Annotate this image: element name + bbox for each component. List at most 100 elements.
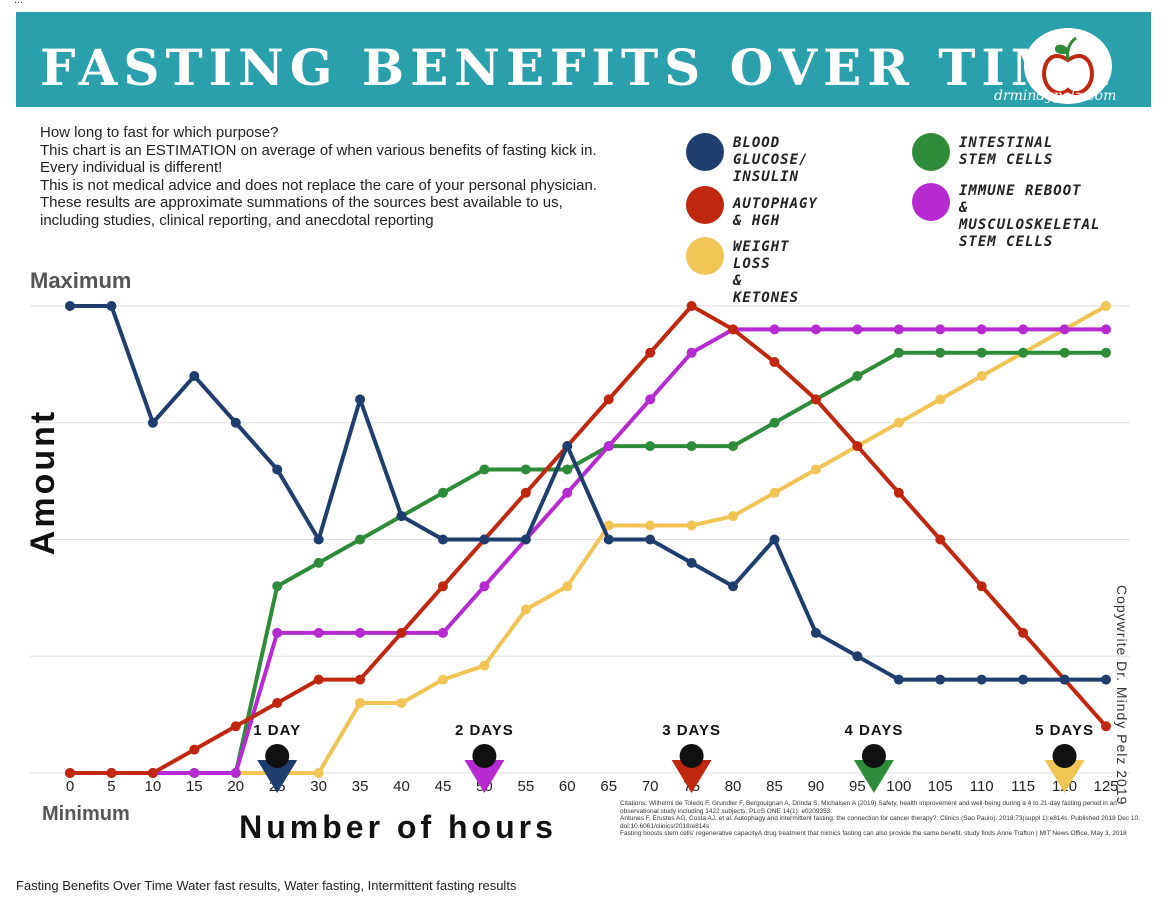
y-axis-bottom-label: Minimum [42,803,130,825]
data-point [769,534,780,545]
y-axis-top-label: Maximum [30,268,131,293]
data-point [769,357,780,368]
x-tick-label: 40 [393,778,410,795]
x-tick-label: 85 [766,778,783,795]
data-point [686,520,697,531]
data-point [686,441,697,452]
header-banner: FASTING BENEFITS OVER TIME drmindypelz.c… [16,12,1151,107]
data-point [562,441,573,452]
x-tick-label: 20 [227,778,244,795]
data-point [810,627,821,638]
legend-label: IMMUNE REBOOT & MUSCULOSKELETAL STEM CEL… [959,183,1101,250]
intro-line: including studies, clinical reporting, a… [40,211,434,229]
data-point [313,627,324,638]
data-point [147,417,158,428]
data-point [645,347,656,358]
series-line [70,304,1107,775]
data-point [562,487,573,498]
data-point [852,371,863,382]
intro-text: How long to fast for which purpose? This… [40,124,680,229]
data-point [1101,674,1111,685]
data-point [728,441,739,452]
data-point [189,744,200,755]
data-point [976,674,987,685]
data-point [893,487,904,498]
data-point [645,441,656,452]
data-point [976,371,987,382]
data-point [479,534,490,545]
data-point [769,324,780,335]
data-point [852,441,863,452]
data-point [603,394,614,405]
day-marker-arrow-icon [257,760,298,793]
data-point [1018,324,1029,335]
data-point [893,347,904,358]
data-point [976,347,987,358]
data-point [935,394,946,405]
data-point [1059,347,1070,358]
data-point [769,487,780,498]
data-point [437,674,448,685]
data-point [893,324,904,335]
x-tick-label: 105 [928,778,953,795]
data-point [520,464,531,475]
brand-url: drmindypelz.com [994,88,1117,104]
data-point [935,347,946,358]
x-tick-label: 30 [310,778,327,795]
data-point [479,581,490,592]
data-point [355,394,366,405]
data-point [479,660,490,671]
citation-line: Fasting boosts stem cells' regenerative … [620,830,1127,837]
data-point [728,581,739,592]
x-tick-label: 70 [642,778,659,795]
x-tick-label: 110 [970,778,994,795]
legend-item-immune-reboot: IMMUNE REBOOT & MUSCULOSKELETAL STEM CEL… [912,183,1100,251]
data-point [272,627,283,638]
data-point [603,534,614,545]
citation-line: Citations: Wilhelmi de Toledo F, Grundle… [620,800,1117,815]
data-point [1101,347,1111,358]
series-line [70,304,1106,682]
data-point [686,347,697,358]
data-point [396,627,407,638]
day-marker-label: 1 DAY [253,722,301,739]
legend-swatch [686,237,724,275]
top-strip: ... [0,0,1169,12]
day-marker-label: 5 DAYS [1035,722,1094,739]
x-tick-label: 115 [1011,778,1035,795]
day-marker-label: 4 DAYS [845,722,904,739]
data-point [686,557,697,568]
legend-swatch [912,183,950,221]
data-point [1101,301,1111,311]
data-point [106,301,117,311]
day-marker-dot [1052,744,1077,768]
day-marker-arrow-icon [671,760,712,793]
series-line [70,304,1108,775]
day-marker-label: 2 DAYS [455,722,514,739]
x-tick-label: 60 [559,778,576,795]
y-axis-title: Amount [24,409,62,555]
series-line [70,327,1106,775]
data-point [562,581,573,592]
image-caption: Fasting Benefits Over Time Water fast re… [16,878,517,893]
intro-line: These results are approximate summations… [40,194,563,211]
x-tick-label: 55 [517,778,534,795]
top-strip-ellipsis: ... [14,0,24,6]
day-marker-dot [265,744,290,768]
legend-label: INTESTINAL STEM CELLS [959,135,1054,168]
data-point [355,674,366,685]
intro-line: This chart is an ESTIMATION on average o… [40,141,597,159]
data-point [603,441,614,452]
data-point [1018,674,1029,685]
data-point [645,534,656,545]
day-marker-label: 3 DAYS [662,722,721,739]
data-point [520,604,531,615]
data-point [686,301,697,311]
day-marker-arrow-icon [464,760,505,793]
legend-label: AUTOPHAGY & HGH [733,196,818,229]
apple-logo-icon [1024,28,1112,104]
data-point [230,721,241,732]
citations: Citations: Wilhelmi de Toledo F, Grundle… [620,800,1140,838]
legend-swatch [912,133,950,171]
